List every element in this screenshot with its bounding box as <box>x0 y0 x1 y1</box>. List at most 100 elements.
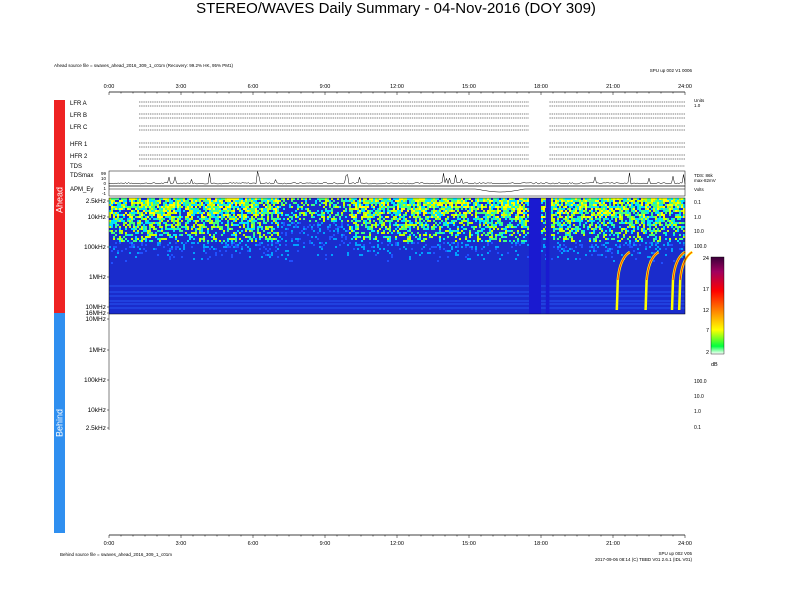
spectro-cell <box>581 232 583 234</box>
spectro-cell <box>625 230 627 232</box>
spectro-cell <box>449 210 451 212</box>
spectro-cell <box>475 214 477 216</box>
spectro-cell <box>513 218 515 220</box>
spectro-cell <box>207 206 209 208</box>
spectro-cell <box>455 252 457 254</box>
spectro-cell <box>519 208 521 210</box>
spectro-cell <box>159 206 161 208</box>
spectro-cell <box>571 202 573 204</box>
spectro-cell <box>591 210 593 212</box>
spectro-cell <box>449 230 451 232</box>
spectro-cell <box>341 240 343 242</box>
spectro-cell <box>211 208 213 210</box>
spectro-cell <box>437 218 439 220</box>
spectro-cell <box>591 232 593 234</box>
radio-burst-core <box>617 251 631 281</box>
spectro-cell <box>165 224 167 226</box>
spectro-cell <box>477 234 479 236</box>
spectro-cell <box>253 232 255 234</box>
spectro-cell <box>449 208 451 210</box>
spectro-cell <box>627 214 629 216</box>
spectro-cell <box>219 200 221 202</box>
spectro-cell <box>659 208 661 210</box>
spectro-cell <box>157 210 159 212</box>
spectro-cell <box>219 216 221 218</box>
spectro-cell <box>443 206 445 208</box>
spectro-cell <box>563 218 565 220</box>
spectro-cell <box>553 220 555 222</box>
behind-side-bar: Behind <box>54 313 65 533</box>
spectro-cell <box>603 218 605 220</box>
spectro-cell <box>635 240 637 242</box>
spectro-cell <box>423 208 425 210</box>
spectro-cell <box>503 200 505 202</box>
spectro-cell <box>419 222 421 224</box>
spectro-cell <box>455 200 457 202</box>
spectro-cell <box>627 230 629 232</box>
spectro-cell <box>203 204 205 206</box>
spectro-cell <box>541 214 543 216</box>
spectro-cell <box>675 208 677 210</box>
spectro-cell <box>523 212 525 214</box>
spectro-cell <box>431 216 433 218</box>
spectro-cell <box>417 206 419 208</box>
spectro-cell <box>303 232 305 234</box>
spectro-cell <box>475 216 477 218</box>
spectro-cell <box>567 212 569 214</box>
spectro-cell <box>317 224 319 226</box>
spectro-cell <box>621 208 623 210</box>
spectro-cell <box>297 240 299 242</box>
spectro-cell <box>603 210 605 212</box>
spectro-cell <box>573 212 575 214</box>
spectro-cell <box>331 236 333 238</box>
spectro-cell <box>213 226 215 228</box>
spectro-cell <box>333 238 335 240</box>
spectro-cell <box>507 210 509 212</box>
spectro-cell <box>413 206 415 208</box>
spectro-cell <box>403 208 405 210</box>
spectro-cell <box>603 222 605 224</box>
spectro-cell <box>565 220 567 222</box>
spectro-cell <box>137 220 139 222</box>
spectro-cell <box>179 212 181 214</box>
spectro-cell <box>185 242 187 244</box>
spectro-cell <box>455 240 457 242</box>
spectro-cell <box>275 208 277 210</box>
spectro-cell <box>637 234 639 236</box>
spectro-cell <box>575 242 577 244</box>
spectro-cell <box>607 214 609 216</box>
spectro-cell <box>607 212 609 214</box>
spectro-cell <box>463 232 465 234</box>
spectro-cell <box>143 210 145 212</box>
spectro-cell <box>501 198 503 200</box>
spectro-cell <box>245 228 247 230</box>
spectro-cell <box>481 234 483 236</box>
spectro-cell <box>221 210 223 212</box>
spectro-cell <box>253 204 255 206</box>
spectro-cell <box>157 206 159 208</box>
spectro-cell <box>517 240 519 242</box>
spectro-cell <box>671 248 673 250</box>
spectro-cell <box>439 200 441 202</box>
spectro-cell <box>439 238 441 240</box>
spectro-cell <box>423 238 425 240</box>
spectro-cell <box>291 216 293 218</box>
spectro-cell <box>609 234 611 236</box>
spectro-cell <box>131 234 133 236</box>
spectro-cell <box>639 200 641 202</box>
spectro-cell <box>471 248 473 250</box>
spectro-cell <box>659 212 661 214</box>
spectro-cell <box>195 232 197 234</box>
spectro-cell <box>663 216 665 218</box>
spectro-cell <box>413 234 415 236</box>
spectro-cell <box>651 212 653 214</box>
spectro-cell <box>591 204 593 206</box>
spectro-cell <box>375 224 377 226</box>
spectro-cell <box>133 212 135 214</box>
spectro-cell <box>249 236 251 238</box>
spectro-cell <box>147 220 149 222</box>
spectro-cell <box>595 210 597 212</box>
spectro-cell <box>483 222 485 224</box>
spectro-cell <box>467 206 469 208</box>
spectro-cell <box>333 222 335 224</box>
